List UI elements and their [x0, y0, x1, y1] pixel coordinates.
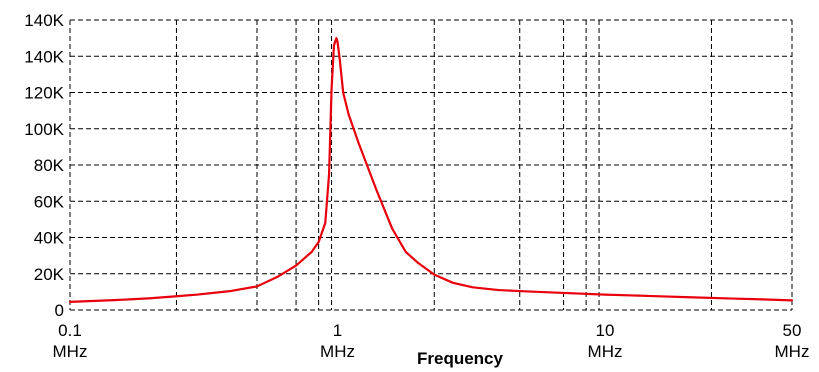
x-tick-unit-3: MHz: [775, 342, 810, 361]
gridlines: [69, 19, 793, 311]
x-tick-label-0: 0.1: [58, 321, 82, 340]
x-tick-label-1: 1: [333, 321, 342, 340]
x-tick-label-2: 10: [596, 321, 615, 340]
x-tick-unit-1: MHz: [320, 342, 355, 361]
y-tick-label-6: 120K: [24, 84, 64, 103]
y-tick-label-7: 140K: [24, 47, 64, 66]
y-tick-label-4: 80K: [34, 156, 65, 175]
y-axis-ticks: 0 20K 40K 60K 80K 100K 120K 140K 140K: [24, 11, 64, 320]
x-axis-title: Frequency: [417, 349, 504, 368]
x-axis-ticks: 0.1 MHz 1 MHz 10 MHz 50 MHz: [53, 321, 810, 361]
y-tick-label-3: 60K: [34, 192, 65, 211]
y-tick-label-5: 100K: [24, 120, 64, 139]
series-layer: [68, 37, 794, 303]
x-tick-unit-0: MHz: [53, 342, 88, 361]
y-tick-label-8: 140K: [24, 11, 64, 30]
x-tick-label-3: 50: [783, 321, 802, 340]
y-tick-label-0: 0: [55, 301, 64, 320]
series-line-0: [68, 37, 794, 303]
y-tick-label-1: 20K: [34, 265, 65, 284]
y-tick-label-2: 40K: [34, 229, 65, 248]
x-tick-unit-2: MHz: [588, 342, 623, 361]
